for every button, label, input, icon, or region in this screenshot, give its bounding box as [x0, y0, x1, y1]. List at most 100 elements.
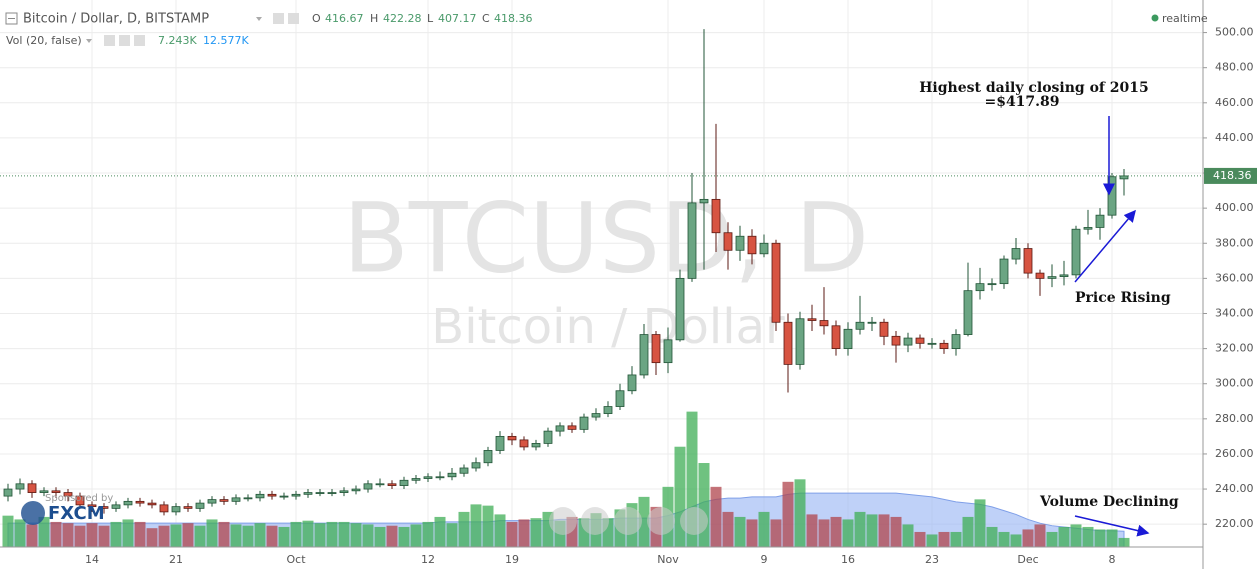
volume-bar [110, 521, 122, 547]
volume-bar [758, 511, 770, 547]
x-tick-label: 23 [925, 553, 939, 566]
y-tick-label: 460.00 [1215, 96, 1254, 109]
c-label: C [482, 12, 490, 25]
settings-icon[interactable] [104, 35, 115, 46]
volume-bar [278, 526, 290, 547]
settings-icon[interactable] [288, 13, 299, 24]
dropdown[interactable] [256, 17, 262, 21]
last-price-box [1204, 167, 1257, 184]
candle-body [507, 435, 517, 441]
candle-body [447, 472, 457, 478]
settings-icon[interactable] [273, 13, 284, 24]
volume-bar [1106, 529, 1118, 547]
volume-bar [674, 446, 686, 547]
sponsor-brand[interactable]: FXCM [48, 503, 105, 524]
candle-body [1023, 248, 1033, 274]
candle-body [339, 490, 349, 493]
volume-bar [398, 526, 410, 547]
candle-body [963, 290, 973, 335]
candle-body [987, 283, 997, 286]
scroll-left[interactable] [549, 507, 577, 535]
scroll-right[interactable] [680, 507, 708, 535]
volume-label: Vol (20, false) [6, 34, 82, 47]
candle-body [1035, 272, 1045, 279]
x-tick-label: 19 [505, 553, 519, 566]
candle-body [1083, 227, 1093, 230]
volume-bar [866, 514, 878, 547]
volume-bar [386, 525, 398, 547]
watermark-symbol: BTCUSD, D [343, 182, 869, 294]
candle-body [75, 495, 85, 506]
candle-body [735, 235, 745, 251]
candle-body [543, 430, 553, 444]
candle-body [675, 277, 685, 341]
candle-body [39, 490, 49, 493]
volume-bar [542, 511, 554, 547]
volume-bar [770, 519, 782, 547]
candle-body [351, 488, 361, 492]
x-tick-label: Nov [657, 553, 679, 566]
candle-body [495, 435, 505, 451]
candle-body [291, 493, 301, 497]
y-tick-label: 500.00 [1215, 26, 1254, 39]
volume-bar [530, 518, 542, 547]
high-value: 422.28 [383, 12, 422, 25]
candle-body [1059, 274, 1069, 278]
reset[interactable] [614, 507, 642, 535]
candle-body [999, 258, 1009, 285]
zoom-in[interactable] [647, 507, 675, 535]
dropdown[interactable] [86, 39, 92, 43]
realtime-dot [1151, 14, 1159, 22]
volume-bar [734, 516, 746, 547]
candle-body [159, 504, 169, 513]
volume-bar [26, 524, 38, 547]
candle-body [783, 321, 793, 365]
volume-bar [890, 516, 902, 547]
sponsor-text: Sponsored by [45, 493, 113, 504]
volume-bar [50, 521, 62, 547]
candle-body [795, 318, 805, 365]
candle-body [627, 374, 637, 392]
volume-bar [2, 515, 14, 547]
volume-bar [710, 486, 722, 547]
volume-bar [998, 531, 1010, 547]
volume-bar [602, 518, 614, 547]
volume-bar [410, 524, 422, 547]
candle-body [519, 439, 529, 448]
annotation: Volume Declining [1039, 494, 1179, 510]
volume-bar [458, 511, 470, 547]
candle-body [531, 443, 541, 448]
volume-bar [1034, 524, 1046, 547]
candle-body [939, 342, 949, 350]
x-tick-label: 14 [85, 553, 99, 566]
volume-bar [362, 524, 374, 547]
candle-body [975, 283, 985, 292]
last-price-label: 418.36 [1213, 169, 1252, 182]
scroll-buttons [549, 507, 708, 535]
volume-bar [302, 520, 314, 547]
volume-bar [686, 411, 698, 547]
candle-body [171, 506, 181, 513]
volume-bar [638, 496, 650, 547]
volume-bar [902, 524, 914, 547]
volume-bar [722, 511, 734, 547]
volume-bar [482, 505, 494, 547]
candle-body [3, 488, 13, 497]
x-tick-label: 8 [1109, 553, 1116, 566]
candle-body [387, 483, 397, 486]
volume-bar [806, 514, 818, 547]
settings-icon[interactable] [119, 35, 130, 46]
settings-icon[interactable] [134, 35, 145, 46]
candle-body [747, 235, 757, 255]
y-tick-label: 380.00 [1215, 236, 1254, 249]
candle-body [375, 483, 385, 486]
candle-body [363, 483, 373, 490]
candle-body [855, 321, 865, 330]
zoom-out[interactable] [581, 507, 609, 535]
volume-bar [1046, 531, 1058, 547]
volume-bar [230, 524, 242, 547]
collapse-icon[interactable] [5, 12, 18, 25]
candle-body [1047, 276, 1057, 279]
